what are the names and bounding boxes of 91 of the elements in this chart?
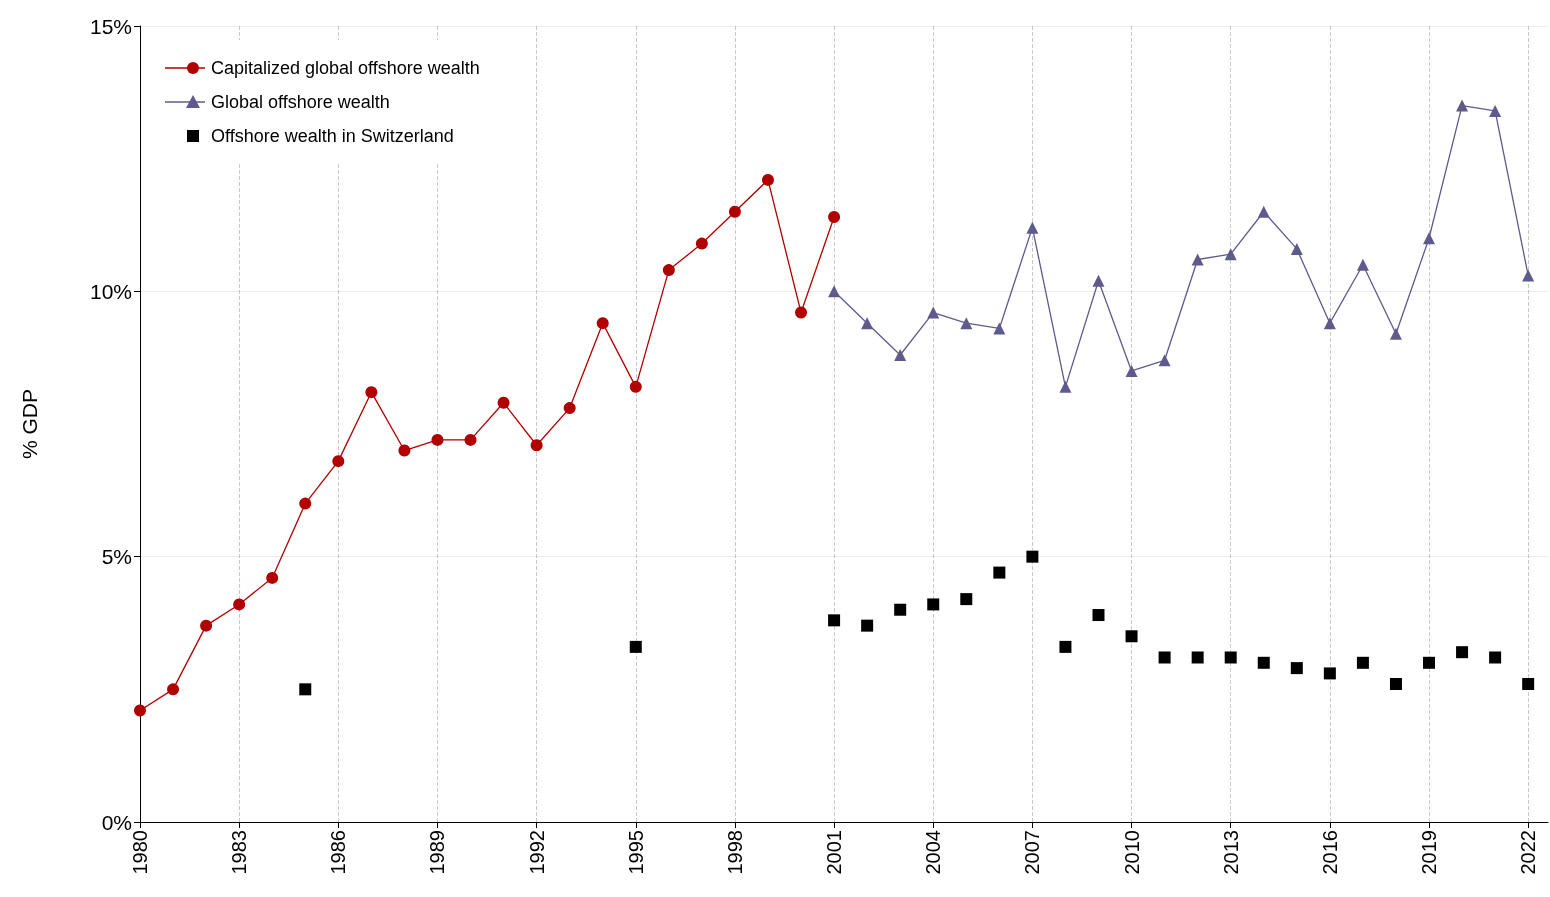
point xyxy=(1158,354,1171,367)
point xyxy=(299,683,312,696)
point xyxy=(1489,651,1502,664)
point xyxy=(861,317,874,330)
point xyxy=(1323,317,1336,330)
point xyxy=(134,704,146,717)
legend-label: Capitalized global offshore wealth xyxy=(211,57,480,79)
point xyxy=(1224,651,1237,664)
point xyxy=(861,619,874,632)
point xyxy=(1092,609,1105,622)
point xyxy=(596,317,609,330)
point xyxy=(927,598,940,611)
y-tick-label: 10% xyxy=(89,279,132,303)
point xyxy=(530,439,543,452)
point xyxy=(332,455,345,468)
point xyxy=(960,317,973,330)
point xyxy=(233,598,246,611)
x-tick-label: 1992 xyxy=(525,830,548,875)
point xyxy=(828,211,841,224)
point xyxy=(1125,364,1138,377)
point xyxy=(1423,232,1436,245)
point xyxy=(1522,269,1535,282)
legend-label: Offshore wealth in Switzerland xyxy=(211,125,454,147)
x-tick-label: 2022 xyxy=(1517,830,1540,875)
point xyxy=(1290,242,1303,255)
point xyxy=(299,497,312,510)
point xyxy=(1191,651,1204,664)
point xyxy=(1389,327,1402,340)
point xyxy=(1026,221,1039,234)
y-axis-title: % GDP xyxy=(18,388,41,460)
point xyxy=(563,402,576,415)
point xyxy=(993,322,1006,335)
x-tick-label: 2013 xyxy=(1219,830,1242,875)
point xyxy=(795,306,808,319)
point xyxy=(1191,253,1204,266)
point xyxy=(894,603,907,616)
point xyxy=(1489,104,1502,117)
point xyxy=(1257,205,1270,218)
point xyxy=(1423,656,1436,669)
x-tick-label: 1980 xyxy=(129,830,151,875)
x-tick-label: 2001 xyxy=(823,830,846,875)
point xyxy=(1456,99,1469,112)
point xyxy=(1356,258,1369,271)
point xyxy=(1522,678,1535,691)
point xyxy=(960,593,973,606)
point xyxy=(728,205,741,218)
x-tick-label: 2019 xyxy=(1418,830,1441,875)
point xyxy=(1356,656,1369,669)
point xyxy=(398,444,411,457)
point xyxy=(1059,380,1072,393)
point xyxy=(1257,656,1270,669)
point xyxy=(662,264,675,277)
x-tick-label: 1995 xyxy=(624,830,647,875)
point xyxy=(761,173,774,186)
point xyxy=(1125,630,1138,643)
point xyxy=(1224,248,1237,261)
point xyxy=(1290,662,1303,675)
point xyxy=(1323,667,1336,680)
point xyxy=(365,386,378,399)
point xyxy=(497,396,510,409)
point xyxy=(1059,640,1072,653)
point xyxy=(464,433,477,446)
point xyxy=(828,614,841,627)
point xyxy=(1026,550,1039,563)
point xyxy=(629,380,642,393)
point xyxy=(1158,651,1171,664)
point xyxy=(200,619,213,632)
y-tick-label: 5% xyxy=(101,545,132,569)
point xyxy=(894,349,907,362)
point xyxy=(828,285,841,298)
point xyxy=(167,683,180,696)
x-tick-label: 1989 xyxy=(426,830,449,875)
point xyxy=(266,571,279,584)
point xyxy=(629,640,642,653)
point xyxy=(695,237,708,250)
point xyxy=(993,566,1006,579)
x-tick-label: 1986 xyxy=(327,830,350,875)
point xyxy=(1092,274,1105,287)
x-tick-label: 1998 xyxy=(723,830,746,875)
x-tick-label: 2004 xyxy=(922,830,945,875)
x-tick-label: 1983 xyxy=(228,830,251,875)
point xyxy=(927,306,940,319)
point xyxy=(1389,678,1402,691)
x-tick-label: 2007 xyxy=(1021,830,1044,875)
point xyxy=(431,433,444,446)
x-tick-label: 2016 xyxy=(1318,830,1341,875)
x-tick-label: 2010 xyxy=(1120,830,1143,875)
point xyxy=(1456,646,1469,659)
y-tick-label: 15% xyxy=(89,14,132,38)
y-tick-label: 0% xyxy=(101,810,132,834)
legend-label: Global offshore wealth xyxy=(211,91,390,113)
